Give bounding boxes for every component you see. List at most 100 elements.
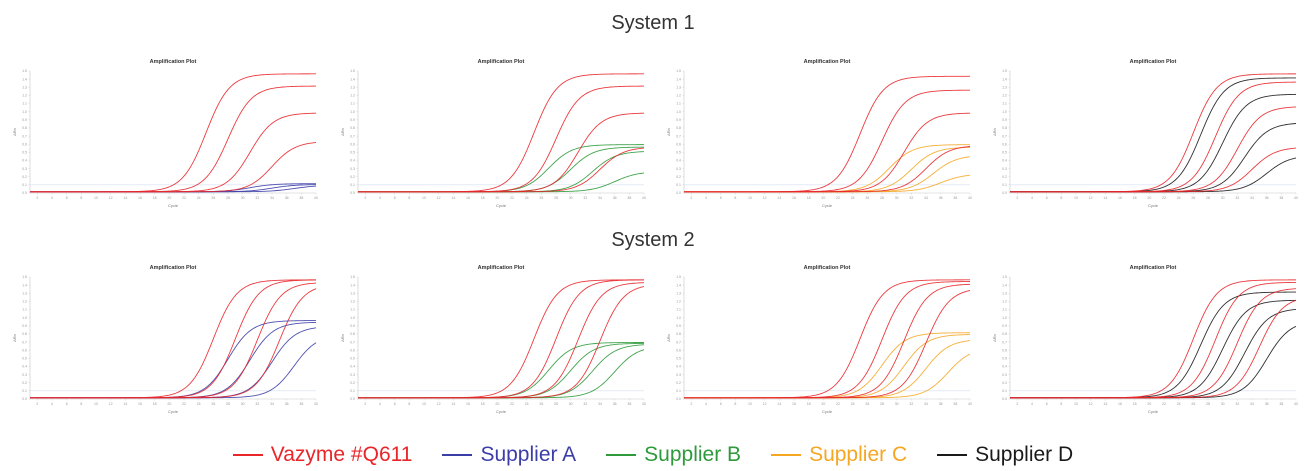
y-tick-label: 1.5 — [1002, 69, 1007, 73]
y-tick-label: 1.4 — [22, 77, 27, 81]
x-tick-label: 30 — [569, 196, 573, 200]
x-tick-label: 10 — [94, 402, 98, 406]
x-tick-label: 38 — [299, 196, 303, 200]
y-tick-label: 1.0 — [676, 110, 681, 114]
x-tick-label: 32 — [1235, 196, 1239, 200]
y-tick-label: 0.9 — [350, 324, 355, 328]
y-tick-label: 0.9 — [350, 118, 355, 122]
y-axis-label: ΔRn — [12, 128, 17, 136]
x-tick-label: 16 — [792, 196, 796, 200]
amplification-curve — [1010, 279, 1296, 399]
legend-item: Supplier B — [606, 443, 741, 467]
amplification-curve — [1010, 123, 1297, 193]
x-tick-label: 18 — [1133, 196, 1137, 200]
x-tick-label: 28 — [226, 196, 230, 200]
x-tick-label: 26 — [865, 402, 869, 406]
amplification-curve — [1010, 281, 1297, 399]
amplification-curve — [30, 327, 317, 399]
x-tick-label: 18 — [481, 402, 485, 406]
x-tick-label: 10 — [748, 196, 752, 200]
x-tick-label: 12 — [763, 402, 767, 406]
amplification-plot-panel: Amplification Plot 0.0 0.1 0.2 0.3 0.4 0.5 0.6 0… — [10, 55, 322, 217]
x-tick-label: 4 — [705, 402, 707, 406]
plot-title: Amplification Plot — [804, 265, 851, 271]
y-tick-label: 0.6 — [350, 142, 355, 146]
amplification-curve — [684, 112, 971, 193]
x-tick-label: 24 — [525, 196, 529, 200]
y-tick-label: 0.3 — [676, 167, 681, 171]
x-tick-label: 20 — [821, 402, 825, 406]
amplification-curve — [30, 112, 317, 193]
x-tick-label: 26 — [1191, 402, 1195, 406]
plot-axes — [29, 71, 316, 194]
y-tick-label: 1.0 — [350, 110, 355, 114]
y-tick-label: 0.2 — [350, 381, 355, 385]
x-tick-label: 30 — [241, 402, 245, 406]
x-tick-label: 36 — [939, 402, 943, 406]
x-tick-label: 34 — [598, 196, 602, 200]
x-tick-label: 2 — [36, 196, 38, 200]
x-tick-label: 40 — [642, 196, 646, 200]
y-tick-label: 0.1 — [676, 183, 681, 187]
amplification-curve — [358, 73, 644, 193]
x-tick-label: 26 — [539, 402, 543, 406]
amplification-curve — [1010, 299, 1297, 399]
y-tick-label: 1.2 — [1002, 94, 1007, 98]
x-tick-label: 24 — [1177, 196, 1181, 200]
y-tick-label: 0.3 — [676, 373, 681, 377]
amplification-curve — [684, 156, 971, 193]
amplification-curve — [684, 146, 971, 193]
plot-title: Amplification Plot — [478, 265, 525, 271]
y-tick-label: 0.5 — [22, 357, 27, 361]
legend-line-icon — [937, 454, 968, 456]
amplification-curve — [358, 349, 645, 399]
legend-label: Supplier C — [809, 443, 908, 466]
plot-axes — [1009, 71, 1296, 194]
x-tick-label: 26 — [539, 196, 543, 200]
y-tick-label: 0.0 — [676, 191, 681, 195]
x-tick-label: 14 — [1103, 402, 1107, 406]
y-tick-label: 0.2 — [1002, 175, 1007, 179]
y-tick-label: 0.6 — [22, 142, 27, 146]
y-axis-label: ΔRn — [12, 334, 17, 342]
x-tick-label: 16 — [1118, 196, 1122, 200]
x-tick-label: 24 — [525, 402, 529, 406]
y-tick-label: 1.1 — [676, 308, 681, 312]
y-tick-label: 1.5 — [676, 275, 681, 279]
y-tick-label: 0.0 — [1002, 397, 1007, 401]
y-tick-label: 1.2 — [676, 94, 681, 98]
x-tick-label: 12 — [1089, 402, 1093, 406]
y-tick-label: 0.2 — [350, 175, 355, 179]
x-tick-label: 32 — [255, 196, 259, 200]
y-tick-label: 0.4 — [22, 365, 27, 369]
x-tick-label: 26 — [211, 196, 215, 200]
x-tick-label: 6 — [66, 402, 68, 406]
x-tick-label: 28 — [1206, 196, 1210, 200]
amplification-curve — [684, 290, 971, 399]
amplification-curve — [30, 320, 316, 399]
y-tick-label: 0.7 — [22, 340, 27, 344]
legend-label: Supplier D — [975, 443, 1074, 466]
x-tick-label: 22 — [182, 402, 186, 406]
x-tick-label: 8 — [734, 196, 736, 200]
x-axis-label: Cycle — [1148, 409, 1159, 414]
y-tick-label: 1.5 — [676, 69, 681, 73]
y-tick-label: 1.1 — [350, 308, 355, 312]
x-tick-label: 22 — [510, 196, 514, 200]
amplification-plot-svg: Amplification Plot 0.0 0.1 0.2 0.3 0.4 0.5 0.6 0… — [12, 265, 318, 414]
x-tick-label: 28 — [880, 402, 884, 406]
x-tick-label: 36 — [1265, 402, 1269, 406]
x-tick-label: 38 — [1279, 196, 1283, 200]
x-tick-label: 38 — [1279, 402, 1283, 406]
plot-title: Amplification Plot — [1130, 265, 1177, 271]
y-tick-label: 0.3 — [22, 373, 27, 377]
y-tick-label: 1.0 — [22, 110, 27, 114]
y-tick-label: 0.3 — [350, 373, 355, 377]
x-tick-label: 10 — [422, 196, 426, 200]
y-tick-label: 0.4 — [1002, 159, 1007, 163]
amplification-curve — [1010, 93, 1297, 193]
y-tick-label: 0.2 — [676, 381, 681, 385]
x-tick-label: 14 — [777, 402, 781, 406]
y-tick-label: 0.9 — [1002, 118, 1007, 122]
y-tick-label: 0.0 — [676, 397, 681, 401]
